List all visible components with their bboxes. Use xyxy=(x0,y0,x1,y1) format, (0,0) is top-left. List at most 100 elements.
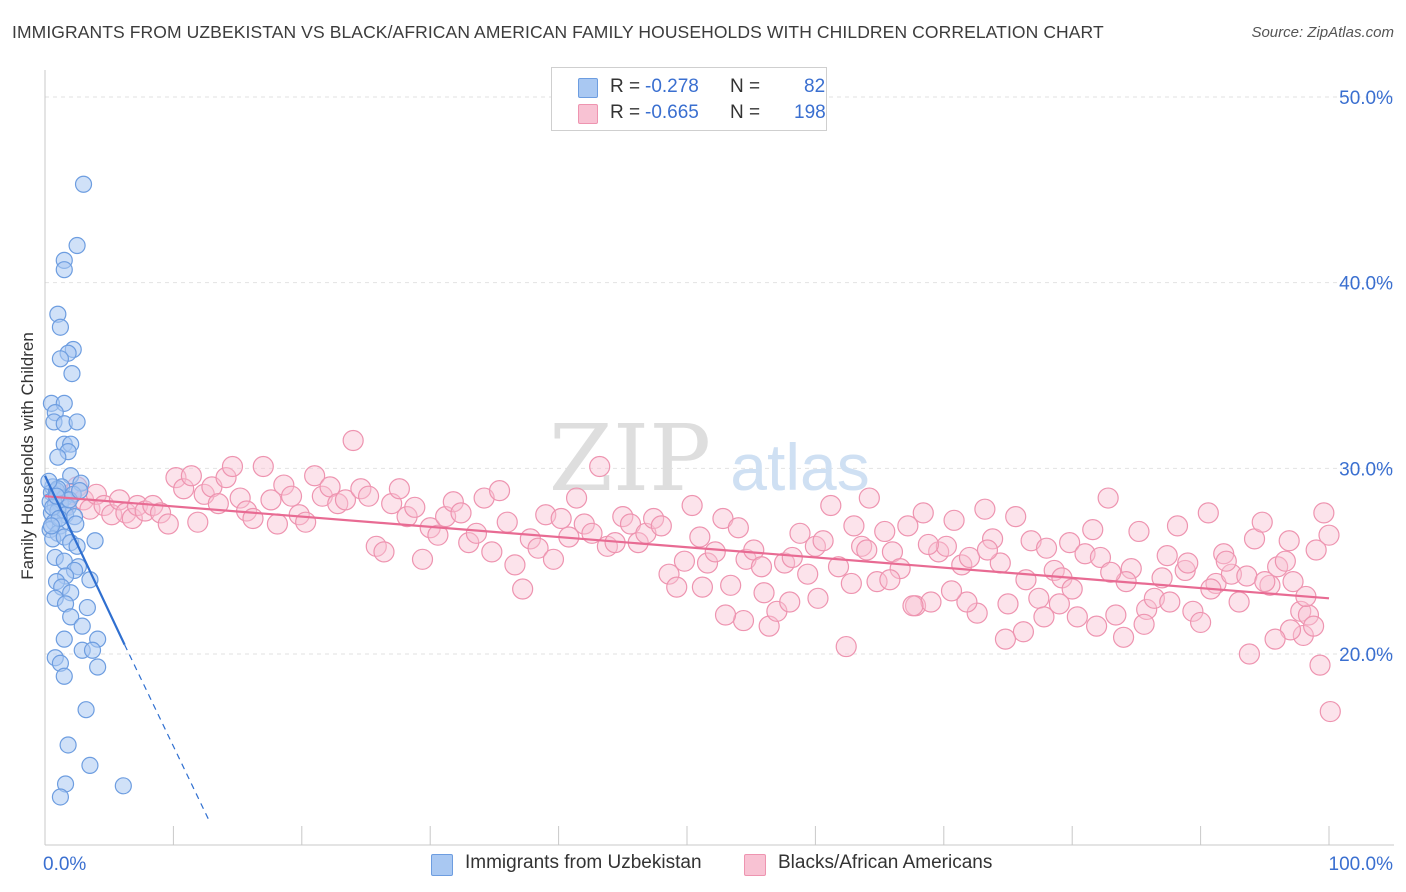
legend-n-value: 198 xyxy=(794,102,826,123)
point-blacks xyxy=(1100,561,1122,583)
x-tick-label: 0.0% xyxy=(43,854,86,875)
legend-r-value: -0.665 xyxy=(645,102,699,123)
point-blacks xyxy=(1220,563,1243,585)
chart-title: IMMIGRANTS FROM UZBEKISTAN VS BLACK/AFRI… xyxy=(12,22,1104,42)
series-uzbekistan-points xyxy=(40,175,132,806)
point-uzbekistan xyxy=(77,701,95,719)
point-blacks xyxy=(704,541,726,563)
correlation-legend: R = -0.278 N = 82 R = -0.665 N = 198 xyxy=(551,67,827,131)
point-blacks xyxy=(221,455,244,478)
point-uzbekistan xyxy=(55,667,73,685)
point-blacks xyxy=(149,502,172,524)
watermark: ZIP atlas xyxy=(549,405,870,512)
point-blacks xyxy=(732,609,755,632)
point-blacks xyxy=(450,502,472,524)
point-uzbekistan xyxy=(86,532,104,550)
point-blacks xyxy=(879,569,901,591)
point-blacks xyxy=(465,522,488,544)
point-blacks xyxy=(1278,530,1300,552)
x-tick-labels: 0.0% 100.0% xyxy=(43,854,1393,875)
point-blacks xyxy=(1228,591,1250,613)
point-blacks xyxy=(550,507,572,530)
point-blacks xyxy=(840,572,862,595)
point-blacks xyxy=(304,465,326,487)
point-uzbekistan xyxy=(51,318,70,336)
trend-line-uzbekistan xyxy=(44,475,126,646)
point-blacks xyxy=(858,487,880,509)
point-blacks xyxy=(712,507,734,530)
point-blacks xyxy=(1309,654,1331,676)
point-blacks xyxy=(473,487,495,509)
watermark-atlas: atlas xyxy=(730,430,869,504)
point-blacks xyxy=(779,591,801,613)
point-uzbekistan xyxy=(49,448,67,466)
point-blacks xyxy=(1012,621,1035,643)
point-blacks xyxy=(935,535,957,557)
trend-line-blacks xyxy=(44,495,1330,600)
y-tick-label: 20.0% xyxy=(1339,645,1393,666)
point-blacks xyxy=(1112,626,1135,648)
point-blacks xyxy=(673,550,696,572)
point-blacks xyxy=(797,563,819,585)
axes xyxy=(44,70,1394,846)
point-blacks xyxy=(1120,557,1142,580)
point-blacks xyxy=(956,591,978,613)
point-blacks xyxy=(689,526,711,548)
point-blacks xyxy=(180,465,202,487)
point-blacks xyxy=(1302,615,1325,637)
point-blacks xyxy=(917,533,939,556)
point-blacks xyxy=(691,576,714,598)
point-blacks xyxy=(1061,578,1083,600)
point-blacks xyxy=(807,587,829,609)
point-blacks xyxy=(920,591,942,613)
point-blacks xyxy=(1059,531,1081,554)
legend-swatch-blacks xyxy=(578,104,598,124)
point-blacks xyxy=(1089,546,1112,569)
legend-swatch-blacks xyxy=(744,854,766,876)
point-uzbekistan xyxy=(42,517,61,535)
point-blacks xyxy=(266,513,289,535)
point-blacks xyxy=(753,582,775,604)
point-blacks xyxy=(157,513,179,535)
point-blacks xyxy=(1182,600,1204,622)
point-blacks xyxy=(727,517,749,539)
point-blacks xyxy=(1279,619,1302,641)
point-blacks xyxy=(542,548,565,570)
point-blacks xyxy=(1082,519,1104,541)
point-blacks xyxy=(720,574,742,596)
point-uzbekistan xyxy=(59,736,77,754)
point-uzbekistan xyxy=(68,413,86,431)
point-blacks xyxy=(187,511,209,533)
point-blacks xyxy=(1159,591,1181,613)
legend-n-label: N = xyxy=(730,102,761,123)
point-blacks xyxy=(974,498,996,520)
point-uzbekistan xyxy=(73,617,91,635)
point-blacks xyxy=(843,515,865,537)
series-legend: Immigrants from Uzbekistan Blacks/Africa… xyxy=(0,852,1406,878)
point-blacks xyxy=(940,580,963,602)
point-blacks xyxy=(789,522,811,544)
point-blacks xyxy=(856,539,878,561)
point-blacks xyxy=(1066,606,1088,628)
point-blacks xyxy=(1166,515,1189,537)
point-blacks xyxy=(1254,570,1276,593)
point-blacks xyxy=(714,604,737,626)
point-uzbekistan xyxy=(63,365,81,383)
legend-r-label: R = xyxy=(610,102,641,123)
y-tick-label: 30.0% xyxy=(1339,459,1393,480)
point-blacks xyxy=(1005,506,1027,528)
point-blacks xyxy=(612,506,634,528)
point-blacks xyxy=(373,541,395,563)
point-blacks xyxy=(1128,520,1150,543)
legend-n-value: 82 xyxy=(804,76,826,97)
point-blacks xyxy=(943,509,965,531)
y-axis-label: Family Households with Children xyxy=(18,332,37,580)
legend-n-label: N = xyxy=(730,76,761,97)
series-blacks-points xyxy=(47,429,1341,723)
point-blacks xyxy=(981,528,1004,550)
point-blacks xyxy=(1035,537,1058,559)
point-uzbekistan xyxy=(83,641,102,659)
point-blacks xyxy=(976,539,999,561)
legend-swatch-uzbekistan xyxy=(578,78,598,98)
point-blacks xyxy=(173,478,195,500)
